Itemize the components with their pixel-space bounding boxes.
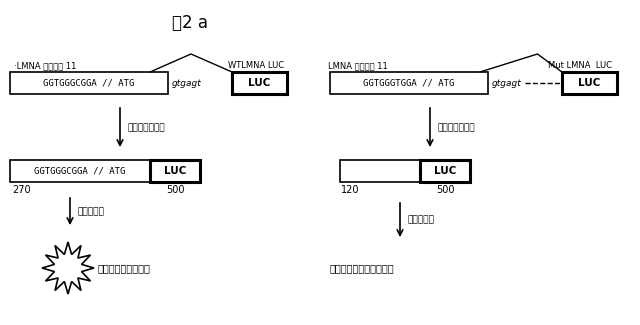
Bar (420, 160, 470, 182)
Text: LUC: LUC (164, 166, 186, 176)
Text: 120: 120 (340, 185, 359, 195)
Polygon shape (42, 242, 94, 294)
Text: LUC: LUC (434, 166, 456, 176)
Text: ·LMNA エキソン 11: ·LMNA エキソン 11 (14, 61, 76, 70)
Text: スプライシング: スプライシング (438, 124, 476, 133)
Text: 発光の測定: 発光の測定 (408, 215, 435, 225)
Bar (232, 72, 287, 94)
Text: WTLMNA LUC: WTLMNA LUC (228, 61, 284, 70)
Text: ルシフェラーゼ活性: ルシフェラーゼ活性 (98, 263, 151, 273)
Bar (150, 160, 200, 182)
Text: LUC: LUC (579, 78, 601, 88)
Text: 発光の測定: 発光の測定 (78, 207, 105, 216)
Text: gtgagt: gtgagt (492, 79, 522, 87)
Text: GGTGGGTGGA // ATG: GGTGGGTGGA // ATG (364, 79, 454, 87)
Text: 270: 270 (13, 185, 31, 195)
Text: 500: 500 (436, 185, 454, 195)
Bar (330, 72, 488, 94)
Text: LUC: LUC (248, 78, 271, 88)
Text: gtgagt: gtgagt (172, 79, 202, 87)
Bar (340, 160, 420, 182)
Text: LMNA エキソン 11: LMNA エキソン 11 (328, 61, 388, 70)
Text: GGTGGGCGGA // ATG: GGTGGGCGGA // ATG (35, 166, 125, 176)
Bar (10, 72, 168, 94)
Text: GGTGGGCGGA // ATG: GGTGGGCGGA // ATG (44, 79, 134, 87)
Text: 500: 500 (166, 185, 184, 195)
Text: スプライシング: スプライシング (128, 124, 166, 133)
Text: Mut LMNA  LUC: Mut LMNA LUC (548, 61, 612, 70)
Bar (10, 160, 150, 182)
Bar (562, 72, 617, 94)
Text: 図2 a: 図2 a (172, 14, 208, 32)
Text: ルシフェラーゼ活性無し: ルシフェラーゼ活性無し (330, 263, 395, 273)
